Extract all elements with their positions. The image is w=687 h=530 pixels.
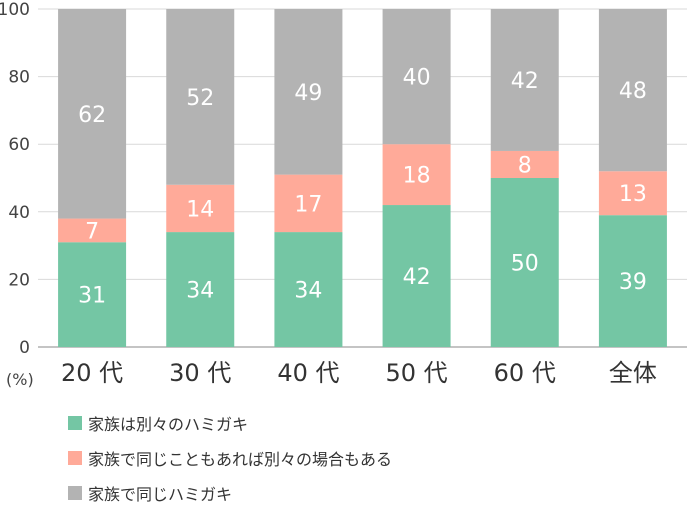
bar-segment <box>382 9 451 145</box>
x-category-label: 全体 <box>609 359 657 387</box>
data-label: 42 <box>511 69 539 94</box>
data-label: 31 <box>78 284 106 309</box>
y-tick-label: 60 <box>8 135 30 155</box>
bar-segment <box>58 242 127 347</box>
data-label: 50 <box>511 252 539 277</box>
data-label: 17 <box>294 192 322 217</box>
data-label: 34 <box>294 279 322 304</box>
bar-segment <box>58 9 127 219</box>
data-label: 8 <box>518 153 532 178</box>
bars <box>58 9 667 347</box>
legend: 家族は別々のハミガキ 家族で同じこともあれば別々の場合もある 家族で同じハミガキ <box>68 405 392 510</box>
data-label: 40 <box>403 66 431 91</box>
data-label: 49 <box>294 81 322 106</box>
legend-swatch <box>68 415 82 430</box>
y-tick-label: 20 <box>8 270 30 290</box>
x-category-label: 30 代 <box>169 359 231 387</box>
data-label: 13 <box>619 182 647 207</box>
data-label: 48 <box>619 79 647 104</box>
legend-label: 家族で同じこともあれば別々の場合もある <box>88 449 393 469</box>
data-label: 14 <box>186 197 214 222</box>
legend-item: 家族で同じこともあれば別々の場合もある <box>68 440 392 475</box>
x-category-label: 60 代 <box>494 359 556 387</box>
legend-label: 家族は別々のハミガキ <box>88 414 249 434</box>
y-tick-label: 40 <box>8 203 30 223</box>
stacked-bar-chart: 0 20 40 60 80 100 31 7 62 34 14 52 34 17 49 42 18 40 50 8 4… <box>0 0 687 387</box>
bar-segment <box>598 9 667 172</box>
data-label: 39 <box>619 270 647 295</box>
y-tick-label: 0 <box>19 338 30 358</box>
data-label: 62 <box>78 103 106 128</box>
x-category-label: 20 代 <box>61 359 123 387</box>
bar-segment <box>274 174 343 233</box>
y-tick-label: 100 <box>0 0 30 20</box>
bar-segment <box>382 144 451 206</box>
x-category-label: 50 代 <box>385 359 447 387</box>
data-label: 18 <box>403 164 431 189</box>
x-axis-categories: 20 代 30 代 40 代 50 代 60 代 全体 <box>61 359 657 387</box>
legend-item: 家族で同じハミガキ <box>68 475 392 510</box>
data-label: 42 <box>403 265 431 290</box>
legend-swatch <box>68 450 82 465</box>
bar-segment <box>490 178 559 347</box>
data-labels: 31 7 62 34 14 52 34 17 49 42 18 40 50 8 42 39 13 48 <box>78 66 647 309</box>
bar-segment <box>598 171 667 216</box>
bar-segment <box>490 9 559 151</box>
bar-segment <box>166 184 235 233</box>
data-label: 7 <box>85 219 99 244</box>
y-tick-label: 80 <box>8 68 30 88</box>
x-category-label: 40 代 <box>277 359 339 387</box>
y-axis-ticks: 0 20 40 60 80 100 <box>0 0 30 358</box>
bar-segment <box>166 232 235 347</box>
gridlines <box>38 8 687 348</box>
bar-segment <box>598 215 667 347</box>
legend-label: 家族で同じハミガキ <box>88 484 233 504</box>
bar-segment <box>166 9 235 185</box>
bar-segment <box>382 205 451 347</box>
bar-segment <box>490 150 559 178</box>
bar-segment <box>274 232 343 347</box>
legend-item: 家族は別々のハミガキ <box>68 405 392 440</box>
bar-segment <box>274 9 343 175</box>
legend-swatch <box>68 485 82 500</box>
data-label: 34 <box>186 279 214 304</box>
data-label: 52 <box>186 86 214 111</box>
bar-segment <box>58 218 127 243</box>
y-axis-unit: (%) <box>6 370 34 389</box>
